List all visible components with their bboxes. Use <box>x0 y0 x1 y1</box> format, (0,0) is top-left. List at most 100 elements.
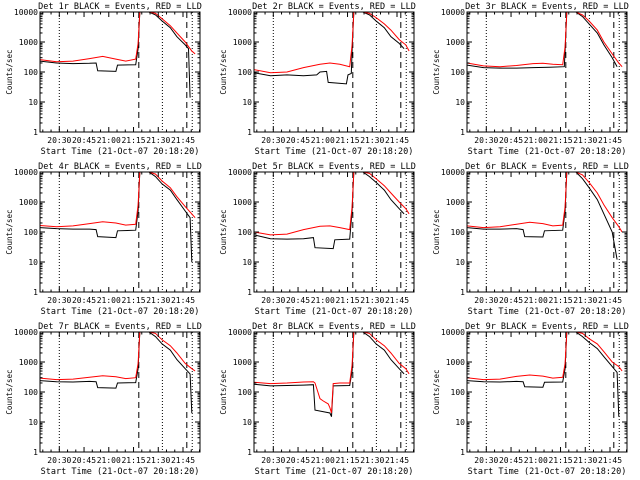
x-tick-label: 21:30 <box>146 136 170 145</box>
x-tick-label: 21:45 <box>171 296 195 305</box>
x-tick-label: 21:45 <box>385 136 409 145</box>
x-tick-label: 21:45 <box>385 296 409 305</box>
y-tick-label: 100 <box>24 68 39 77</box>
plot-frame <box>466 11 628 133</box>
x-tick-label: 21:30 <box>360 296 384 305</box>
y-axis-label: Counts/sec <box>5 209 14 254</box>
y-tick-label: 1000 <box>233 38 252 47</box>
plot-frame <box>253 171 415 293</box>
x-tick-label: 21:45 <box>385 456 409 465</box>
panel-title: Det 1r BLACK = Events, RED = LLD <box>38 2 202 12</box>
y-tick-label: 1000 <box>446 198 465 207</box>
x-tick-label: 20:45 <box>499 296 523 305</box>
plot-frame <box>39 171 201 293</box>
chart-panel-7: Det 7r BLACK = Events, RED = LLD 1 10 100 10… <box>5 322 202 477</box>
series-lld-line <box>40 172 196 228</box>
x-tick-label: 20:45 <box>499 136 523 145</box>
y-tick-label: 100 <box>238 228 253 237</box>
series-events-line <box>467 332 620 417</box>
panel-title: Det 3r BLACK = Events, RED = LLD <box>465 2 629 12</box>
x-axis-label: Start Time (21-Oct-07 20:18:20) <box>468 147 627 157</box>
x-axis-label: Start Time (21-Oct-07 20:18:20) <box>41 467 200 477</box>
series-events-line <box>40 12 191 98</box>
x-tick-label: 21:30 <box>573 456 597 465</box>
x-tick-label: 21:00 <box>524 136 548 145</box>
panel-title: Det 8r BLACK = Events, RED = LLD <box>252 322 416 332</box>
x-axis-label: Start Time (21-Oct-07 20:18:20) <box>468 307 627 317</box>
y-axis-label: Counts/sec <box>432 49 441 94</box>
panel-data <box>40 172 196 263</box>
x-axis-label: Start Time (21-Oct-07 20:18:20) <box>255 467 414 477</box>
series-events-line <box>40 332 193 414</box>
plot-frame <box>466 171 628 293</box>
plot-frame <box>39 11 201 133</box>
y-tick-label: 10000 <box>14 328 38 337</box>
x-tick-label: 20:30 <box>474 456 498 465</box>
x-tick-label: 21:15 <box>335 296 359 305</box>
x-tick-label: 21:15 <box>335 456 359 465</box>
y-tick-label: 1000 <box>233 198 252 207</box>
x-tick-label: 20:30 <box>261 456 285 465</box>
panel-data <box>254 172 410 250</box>
y-axis-label: Counts/sec <box>219 209 228 254</box>
x-tick-label: 20:30 <box>47 136 71 145</box>
x-tick-label: 21:00 <box>524 456 548 465</box>
x-tick-label: 21:45 <box>598 296 622 305</box>
y-tick-label: 10 <box>28 418 38 427</box>
y-axis-label: Counts/sec <box>5 369 14 414</box>
y-tick-label: 1 <box>33 288 38 297</box>
x-tick-label: 20:45 <box>286 456 310 465</box>
y-tick-label: 100 <box>24 228 39 237</box>
series-lld-line <box>40 12 196 63</box>
chart-panel-8: Det 8r BLACK = Events, RED = LLD 1 10 100 10… <box>219 322 416 477</box>
y-tick-label: 100 <box>451 68 466 77</box>
y-tick-label: 1 <box>33 128 38 137</box>
x-tick-label: 21:15 <box>548 456 572 465</box>
x-tick-label: 21:45 <box>171 456 195 465</box>
series-events-line <box>254 332 405 417</box>
series-lld-line <box>254 172 410 236</box>
y-tick-label: 10 <box>455 98 465 107</box>
x-tick-label: 20:45 <box>72 456 96 465</box>
series-lld-line <box>467 12 623 68</box>
panel-title: Det 6r BLACK = Events, RED = LLD <box>465 162 629 172</box>
x-tick-label: 21:00 <box>311 456 335 465</box>
plot-frame <box>39 331 201 453</box>
panel-title: Det 4r BLACK = Events, RED = LLD <box>38 162 202 172</box>
series-events-line <box>467 12 618 69</box>
x-tick-label: 21:15 <box>548 296 572 305</box>
y-tick-label: 10 <box>455 258 465 267</box>
y-axis-label: Counts/sec <box>432 369 441 414</box>
panel-data <box>40 332 196 414</box>
plot-frame <box>253 331 415 453</box>
y-tick-label: 10000 <box>228 8 252 17</box>
x-tick-label: 20:45 <box>72 136 96 145</box>
y-axis-label: Counts/sec <box>432 209 441 254</box>
y-tick-label: 1 <box>460 288 465 297</box>
x-tick-label: 21:15 <box>335 136 359 145</box>
y-tick-label: 10 <box>242 98 252 107</box>
panel-title: Det 9r BLACK = Events, RED = LLD <box>465 322 629 332</box>
x-tick-label: 20:30 <box>474 136 498 145</box>
x-axis-label: Start Time (21-Oct-07 20:18:20) <box>255 307 414 317</box>
x-tick-label: 20:30 <box>474 296 498 305</box>
y-tick-label: 1 <box>247 128 252 137</box>
y-tick-label: 10 <box>242 418 252 427</box>
series-events-line <box>40 172 193 263</box>
y-axis-label: Counts/sec <box>219 49 228 94</box>
y-tick-label: 10000 <box>441 328 465 337</box>
chart-panel-1: Det 1r BLACK = Events, RED = LLD 1 10 100 10… <box>5 2 202 157</box>
panel-title: Det 5r BLACK = Events, RED = LLD <box>252 162 416 172</box>
y-tick-label: 10000 <box>14 8 38 17</box>
y-tick-label: 1000 <box>446 38 465 47</box>
panel-data <box>467 12 623 69</box>
y-tick-label: 10000 <box>441 168 465 177</box>
x-tick-label: 21:30 <box>146 456 170 465</box>
x-tick-label: 21:45 <box>598 456 622 465</box>
x-axis-label: Start Time (21-Oct-07 20:18:20) <box>41 147 200 157</box>
y-tick-label: 1 <box>460 128 465 137</box>
chart-panel-4: Det 4r BLACK = Events, RED = LLD 1 10 100 10… <box>5 162 202 317</box>
y-tick-label: 1000 <box>233 358 252 367</box>
panel-data <box>40 12 196 98</box>
